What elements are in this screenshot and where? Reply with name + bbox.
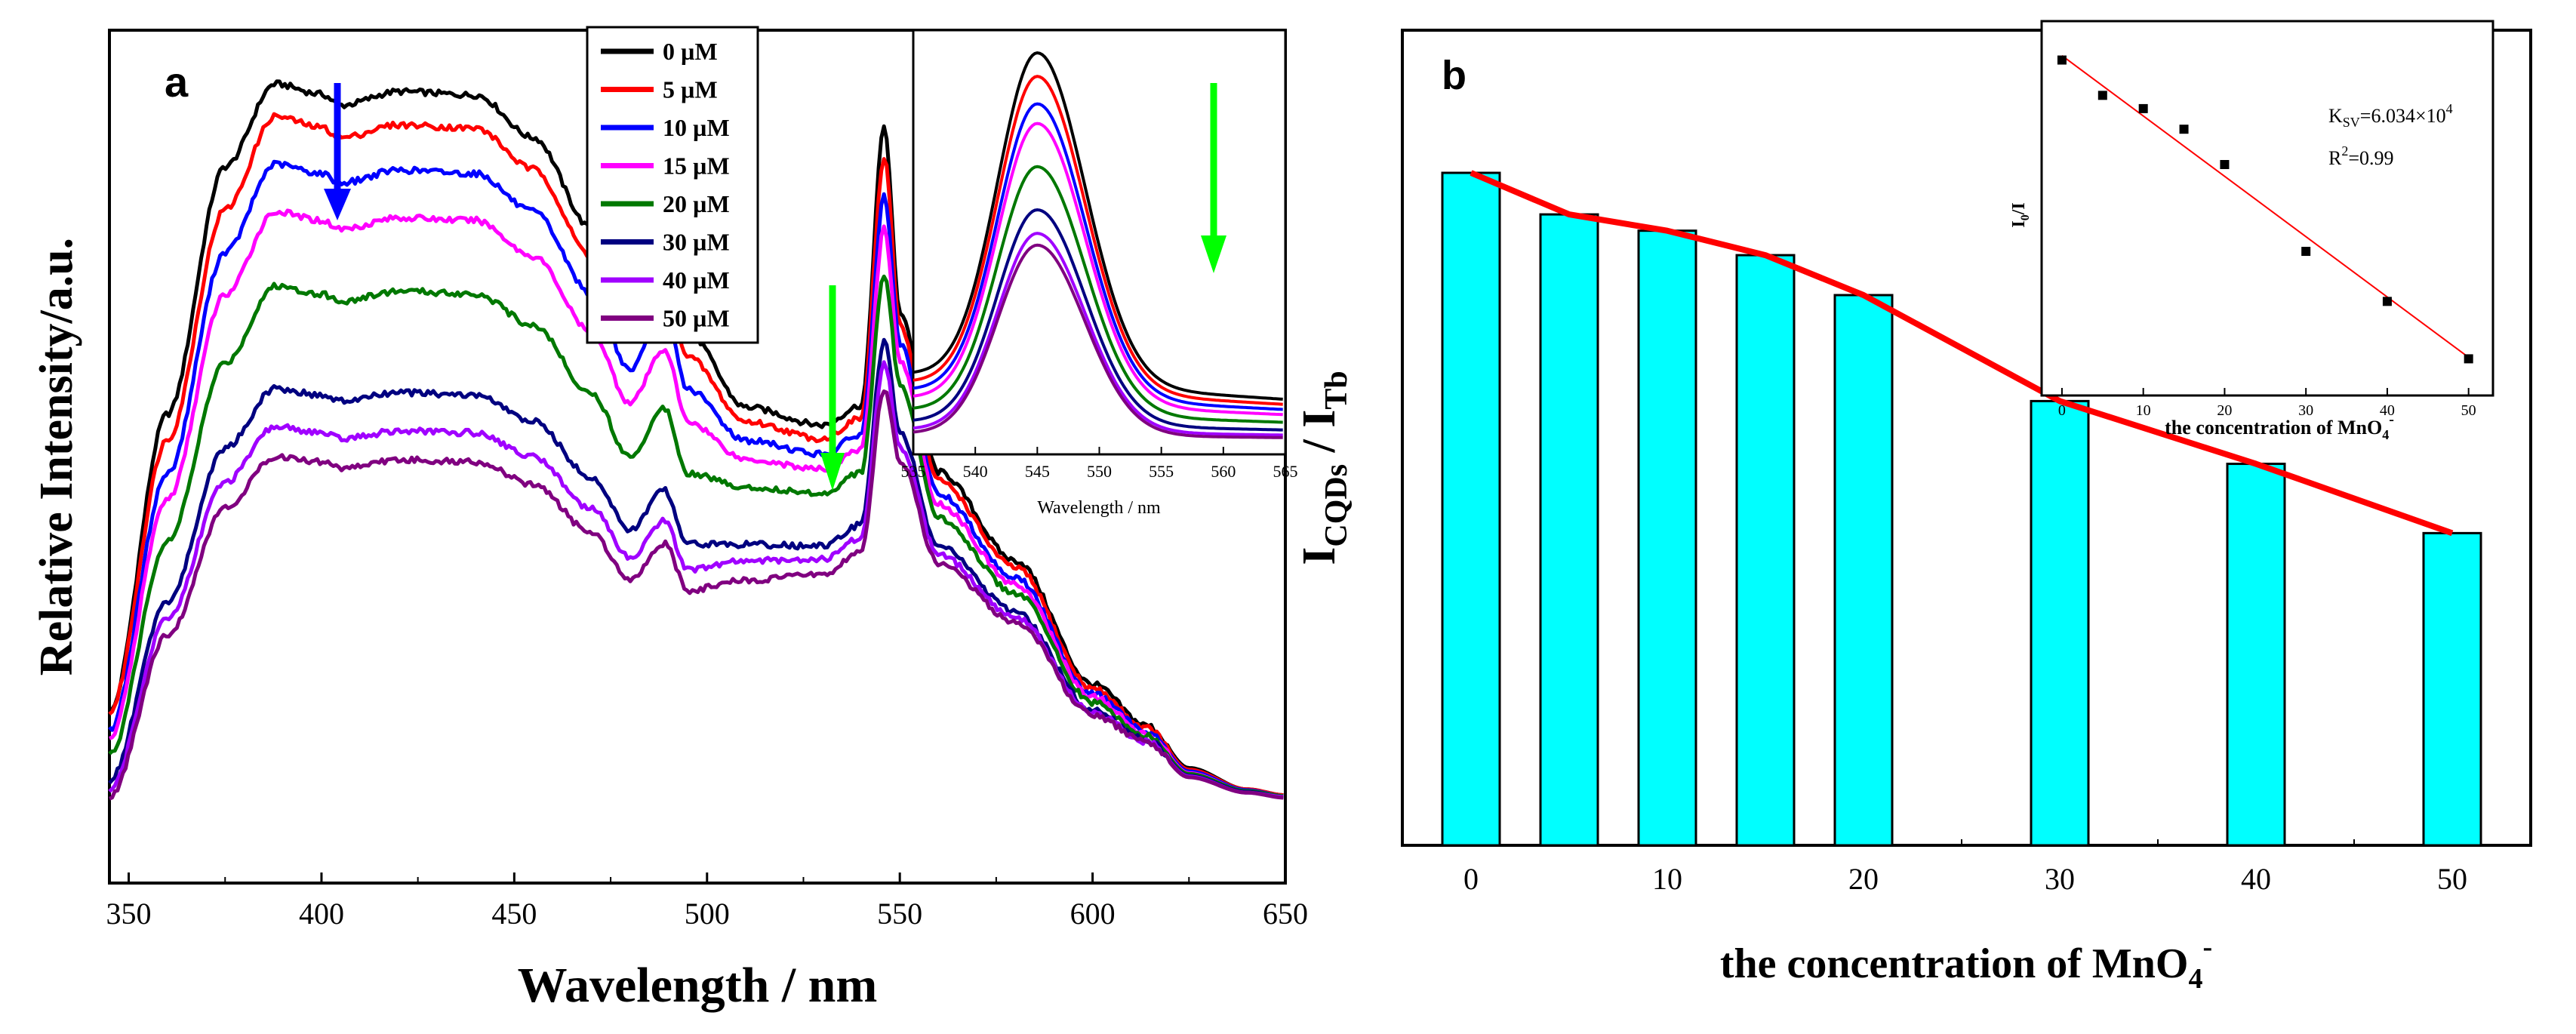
arrow-down-icon-blue — [324, 83, 351, 220]
x-tick-label: 0 — [1463, 862, 1479, 896]
x-tick-label: 550 — [877, 897, 922, 931]
inset-series-line-2 — [913, 102, 1283, 411]
inset-x-tick-label: 560 — [1211, 462, 1236, 481]
legend-label: 20 µM — [663, 190, 730, 217]
inset-series-line-6 — [913, 232, 1283, 437]
inset-x-tick-label: 40 — [2380, 402, 2395, 419]
inset-x-tick-label: 550 — [1087, 462, 1112, 481]
legend-label: 10 µM — [663, 114, 730, 141]
x-tick-label: 350 — [106, 897, 152, 931]
series-line-2 — [108, 159, 1284, 799]
x-tick-label: 30 — [2045, 862, 2075, 896]
bar-5 — [1539, 213, 1599, 847]
series-line-1 — [108, 112, 1284, 798]
inset-x-tick-label: 535 — [901, 462, 926, 481]
trend-line — [1470, 170, 2454, 537]
legend-label: 30 µM — [663, 229, 730, 256]
scatter-point — [2179, 125, 2189, 134]
fit-line — [2061, 54, 2470, 359]
inset-x-tick-label: 20 — [2217, 402, 2232, 419]
scatter-point — [2057, 55, 2067, 65]
inset-x-tick-label: 30 — [2298, 402, 2313, 419]
x-tick-label: 400 — [299, 897, 344, 931]
bar-15 — [1735, 254, 1796, 847]
inset-b-xlabel: the concentration of MnO4- — [2165, 411, 2394, 442]
scatter-point — [2464, 354, 2473, 364]
x-tick-label: 650 — [1263, 897, 1308, 931]
panel-a-label: a — [165, 58, 189, 106]
scatter-point — [2382, 297, 2392, 306]
inset-series-line-4 — [913, 165, 1283, 424]
x-tick-label: 10 — [1652, 862, 1682, 896]
x-tick-label: 450 — [491, 897, 537, 931]
inset-x-tick-label: 545 — [1025, 462, 1050, 481]
inset-x-tick-label: 565 — [1273, 462, 1298, 481]
panel-a-xlabel: Wavelength / nm — [518, 958, 878, 1013]
series-line-7 — [109, 389, 1284, 801]
bar-20 — [1833, 294, 1894, 847]
panel-b-xlabel: the concentration of MnO4- — [1720, 931, 2212, 995]
panel-b-ylabel: ICQDs / ITb — [1294, 371, 1354, 565]
panel-a-inset: 535 540 545 550 555 560 565 Wavelength / nm — [901, 29, 1298, 518]
scatter-point — [2301, 247, 2311, 257]
r2-annotation: R2=0.99 — [2328, 143, 2394, 169]
x-tick-label: 40 — [2241, 862, 2271, 896]
legend-label: 40 µM — [663, 266, 730, 294]
scatter-point — [2138, 103, 2148, 113]
x-tick-label: 50 — [2437, 862, 2467, 896]
inset-series-line-0 — [913, 51, 1283, 401]
inset-x-tick-label: 540 — [963, 462, 988, 481]
series-line-4 — [108, 274, 1284, 799]
panel-b-chart: 0 10 20 30 40 50 0 10 20 30 40 50 the concentratio… — [1294, 20, 2532, 995]
scatter-point — [2220, 160, 2230, 169]
bar-30 — [2030, 399, 2090, 847]
inset-x-tick-label: 10 — [2136, 402, 2151, 419]
arrow-down-icon-green-inset — [1201, 83, 1226, 273]
panel-b-inset: 0 10 20 30 40 50 the concentration of MnO4- I… — [2009, 20, 2494, 442]
inset-b-ylabel: I0/I — [2009, 202, 2032, 227]
inset-series-line-7 — [913, 243, 1283, 439]
inset-series-line-3 — [913, 122, 1283, 417]
inset-x-tick-label: 555 — [1149, 462, 1174, 481]
x-tick-label: 20 — [1848, 862, 1879, 896]
legend-box — [586, 26, 759, 344]
ksv-annotation: KSV=6.034×104 — [2328, 101, 2453, 130]
bar-10 — [1637, 229, 1697, 847]
scatter-point — [2097, 91, 2107, 100]
legend-label: 5 µM — [663, 76, 718, 103]
panel-a-ylabel: Relative Intensity/a.u. — [31, 238, 82, 675]
legend-label: 50 µM — [663, 305, 730, 332]
inset-series-line-5 — [913, 208, 1283, 432]
x-tick-label: 500 — [685, 897, 730, 931]
inset-x-tick-label: 0 — [2058, 402, 2066, 419]
bar-50 — [2422, 531, 2482, 847]
inset-a-xlabel: Wavelength / nm — [1037, 498, 1161, 518]
x-tick-label: 600 — [1070, 897, 1116, 931]
legend-label: 15 µM — [663, 152, 730, 180]
panel-a-chart: 350 400 450 500 550 600 650 535 540 545 550 555 560… — [31, 26, 1308, 1013]
panel-b-label: b — [1442, 53, 1467, 98]
inset-series-line-1 — [913, 75, 1283, 406]
legend: 0 µM 5 µM 10 µM 15 µM 20 µM 30 µM 40 µM 50 µM — [586, 26, 759, 344]
legend-label: 0 µM — [663, 38, 718, 65]
bar-0 — [1441, 171, 1501, 847]
arrow-down-icon-green — [820, 285, 845, 491]
bar-40 — [2226, 463, 2286, 847]
inset-x-tick-label: 50 — [2461, 402, 2476, 419]
